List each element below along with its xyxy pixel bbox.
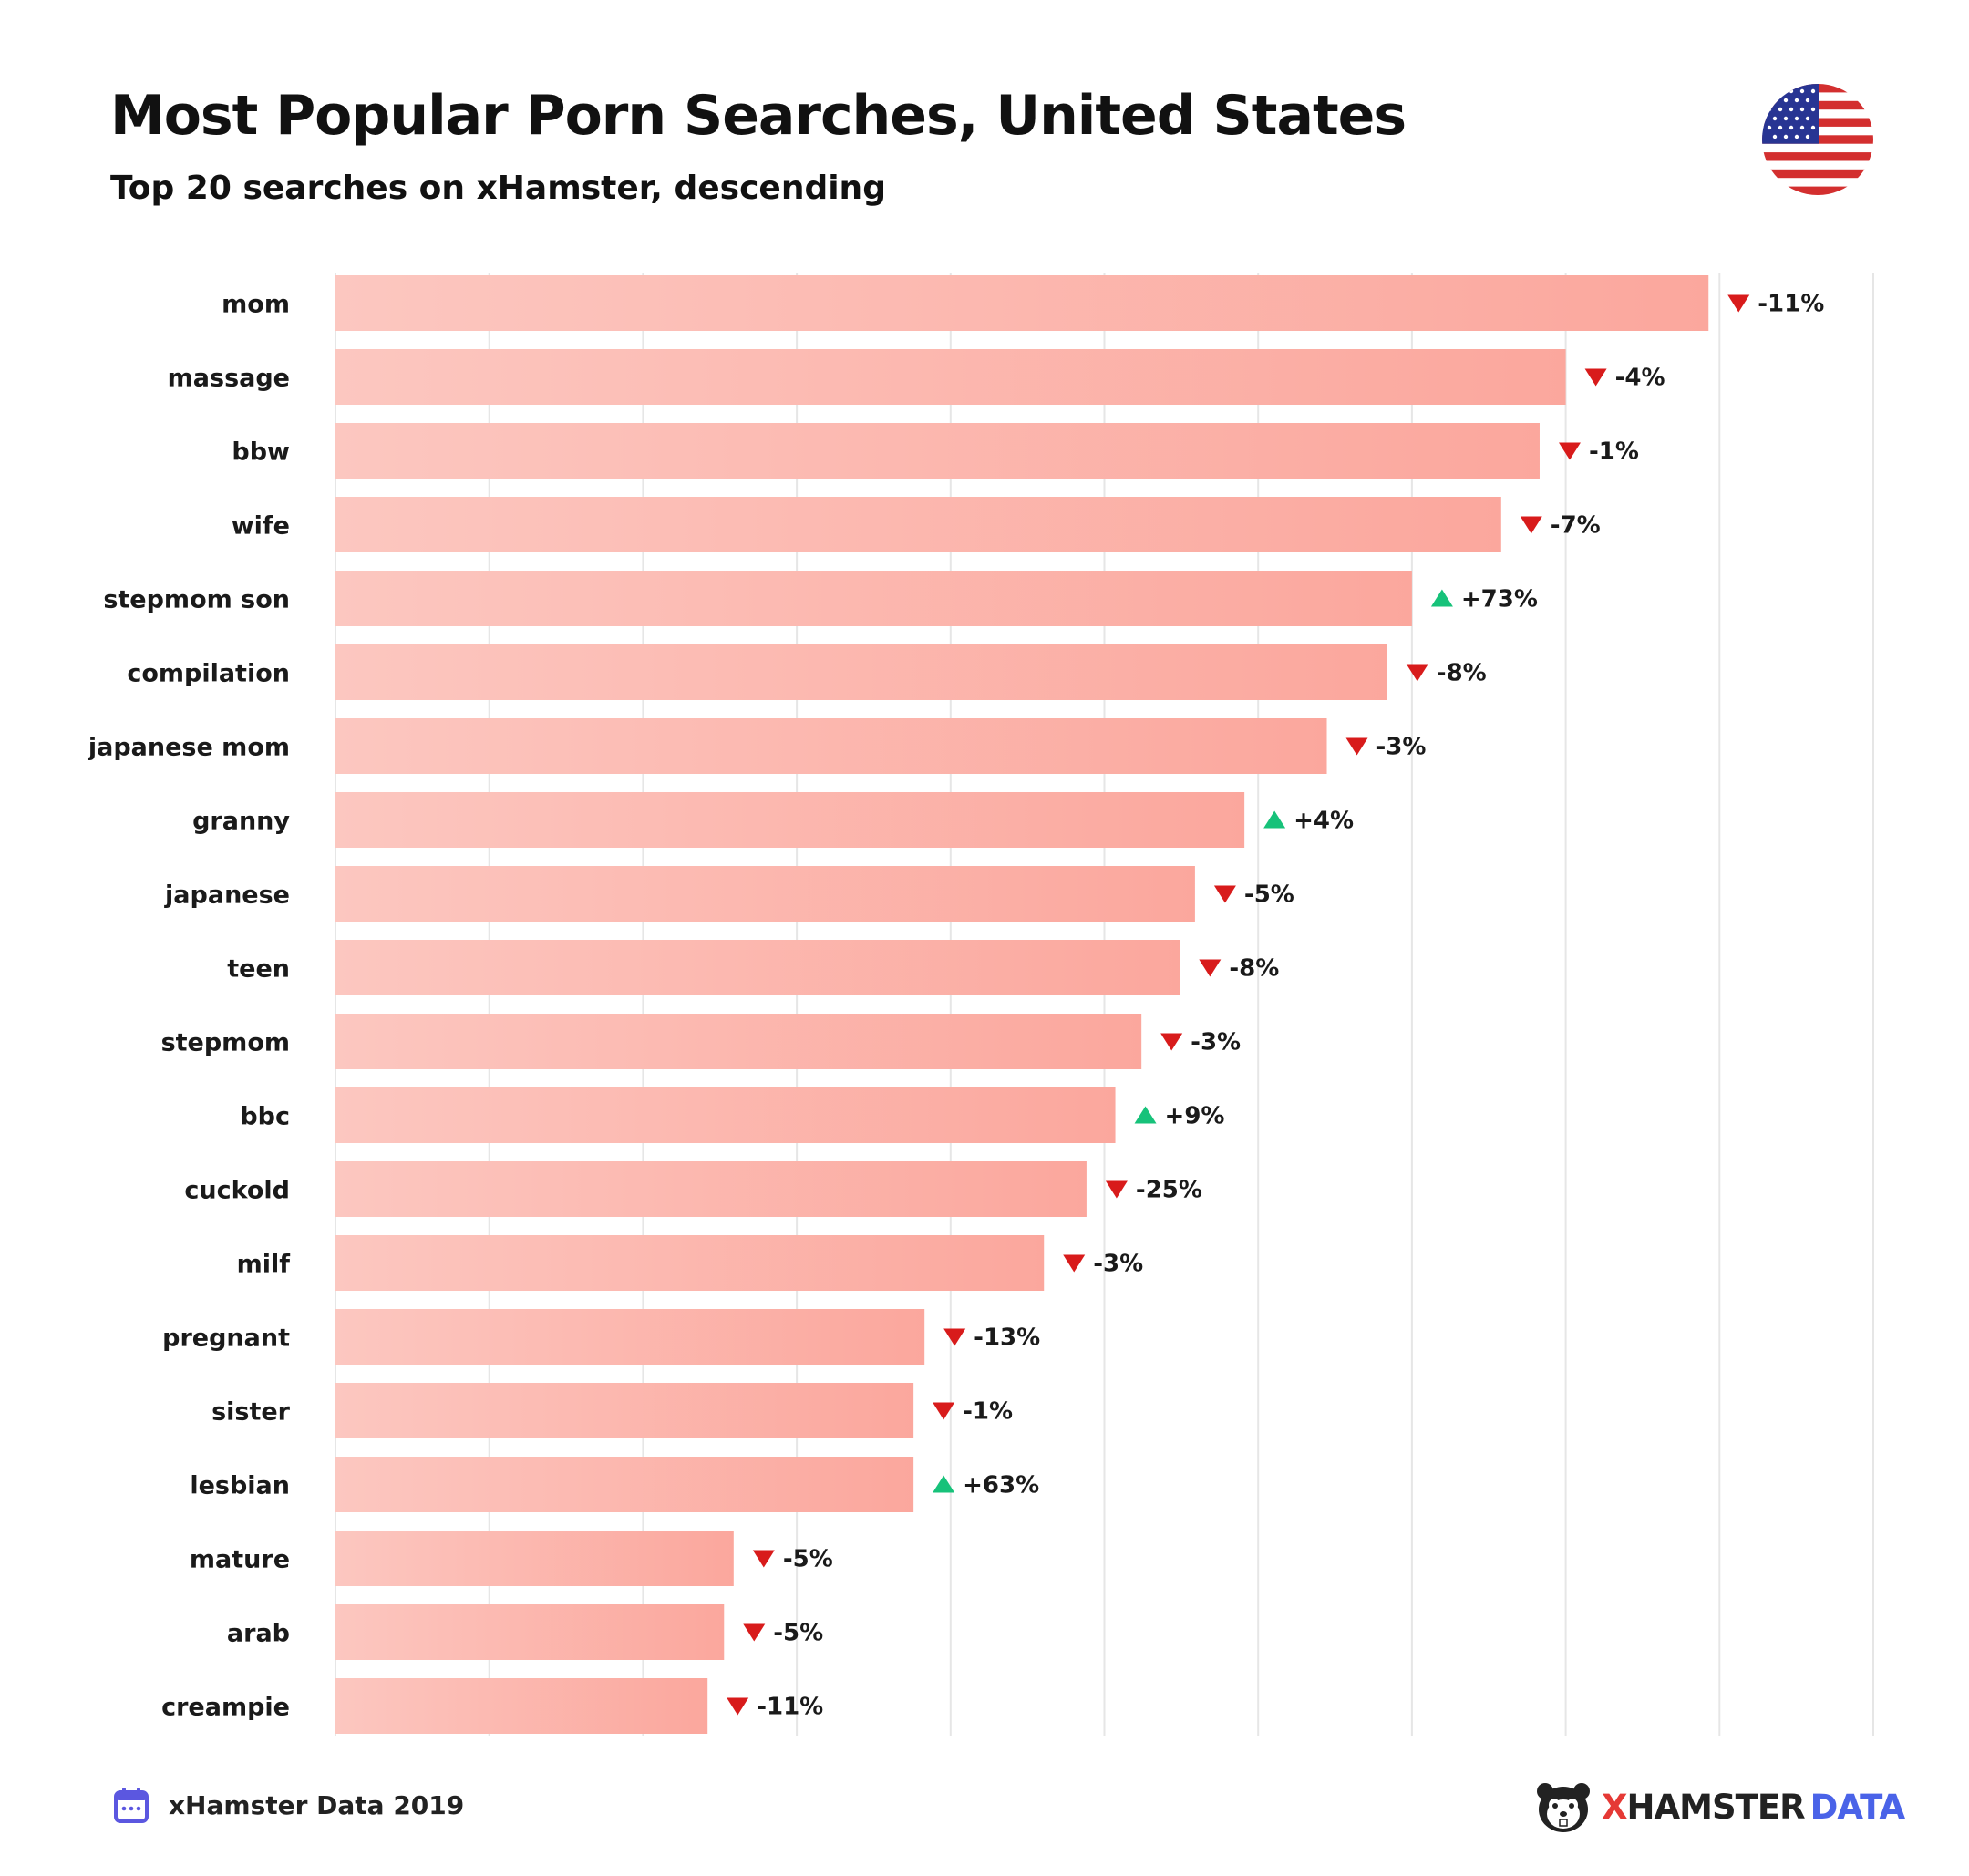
- bar: [335, 1678, 708, 1734]
- change-label: -4%: [1615, 365, 1665, 392]
- hamster-logo-icon: [1537, 1783, 1590, 1832]
- chart-title: Most Popular Porn Searches, United State…: [110, 84, 1407, 148]
- brand-data: DATA: [1809, 1787, 1905, 1827]
- triangle-down-icon: [752, 1550, 775, 1568]
- triangle-down-icon: [1406, 664, 1428, 682]
- bar: [335, 792, 1245, 848]
- change-label: -5%: [783, 1546, 833, 1573]
- category-label: creampie: [161, 1694, 290, 1722]
- triangle-up-icon: [1430, 589, 1453, 607]
- category-label: milf: [237, 1251, 291, 1279]
- change-label: -3%: [1376, 734, 1427, 761]
- change-label: -8%: [1437, 660, 1487, 687]
- bar: [335, 644, 1387, 700]
- bars: [335, 275, 1709, 1734]
- bar: [335, 940, 1180, 995]
- bar: [335, 1457, 914, 1512]
- brand-hamster: HAMSTER: [1626, 1787, 1806, 1827]
- change-indicators: -11% -4% -1% -7% +73% -8% -3% +4% -5% -8% -3% +9% -2…: [727, 291, 1824, 1721]
- bar: [335, 497, 1501, 552]
- triangle-down-icon: [1105, 1180, 1128, 1199]
- triangle-down-icon: [1727, 294, 1750, 313]
- footer-source: xHamster Data 2019: [114, 1787, 464, 1823]
- triangle-down-icon: [1520, 516, 1542, 534]
- category-label: compilation: [127, 660, 290, 688]
- triangle-down-icon: [727, 1697, 749, 1716]
- gridlines: [335, 273, 1874, 1736]
- triangle-down-icon: [1160, 1033, 1183, 1051]
- bar: [335, 423, 1540, 479]
- chart-subtitle: Top 20 searches on xHamster, descending: [110, 170, 886, 207]
- category-label: arab: [227, 1620, 290, 1648]
- bar: [335, 1604, 725, 1660]
- triangle-down-icon: [1063, 1254, 1086, 1273]
- triangle-up-icon: [1263, 810, 1286, 829]
- bar: [335, 349, 1566, 405]
- bar: [335, 718, 1327, 774]
- triangle-down-icon: [933, 1402, 955, 1420]
- bar: [335, 1235, 1045, 1291]
- category-label: mature: [190, 1546, 290, 1574]
- bar: [335, 571, 1412, 626]
- change-label: -5%: [773, 1620, 823, 1647]
- category-label: stepmom: [161, 1029, 290, 1057]
- change-label: +73%: [1461, 586, 1538, 613]
- change-label: -25%: [1136, 1177, 1202, 1204]
- triangle-down-icon: [943, 1328, 966, 1346]
- category-label: japanese mom: [88, 734, 290, 762]
- category-label: sister: [211, 1398, 291, 1427]
- category-label: massage: [168, 365, 290, 393]
- category-label: pregnant: [162, 1325, 290, 1353]
- triangle-down-icon: [1199, 959, 1222, 977]
- bar: [335, 1161, 1087, 1217]
- triangle-down-icon: [1584, 368, 1607, 387]
- category-label: japanese: [164, 881, 290, 910]
- change-label: -11%: [1758, 291, 1824, 318]
- change-label: +9%: [1165, 1103, 1225, 1130]
- change-label: -13%: [974, 1325, 1040, 1352]
- bar: [335, 1383, 914, 1438]
- bar: [335, 1531, 734, 1586]
- bar: [335, 1014, 1142, 1069]
- category-label: stepmom son: [103, 586, 290, 614]
- category-label: granny: [192, 808, 290, 836]
- source-label: xHamster Data 2019: [169, 1789, 465, 1820]
- triangle-up-icon: [933, 1475, 955, 1493]
- category-label: cuckold: [184, 1177, 290, 1205]
- category-label: bbw: [232, 438, 290, 467]
- change-label: -3%: [1191, 1029, 1241, 1057]
- change-label: -1%: [1589, 438, 1639, 466]
- change-label: -8%: [1229, 955, 1279, 983]
- bar-chart: mom massage bbw wife stepmom son compilation j…: [88, 273, 1874, 1736]
- bar: [335, 1087, 1116, 1143]
- change-label: -5%: [1244, 881, 1294, 909]
- bar: [335, 1309, 925, 1365]
- category-label: teen: [227, 955, 290, 984]
- bar: [335, 275, 1709, 331]
- change-label: -11%: [757, 1694, 823, 1721]
- triangle-up-icon: [1134, 1106, 1157, 1124]
- brand-x: X: [1602, 1787, 1628, 1827]
- brand-logo: X HAMSTER DATA: [1534, 1779, 1905, 1834]
- category-labels: mom massage bbw wife stepmom son compilation j…: [88, 291, 291, 1722]
- category-label: mom: [222, 291, 290, 319]
- triangle-down-icon: [743, 1623, 766, 1642]
- change-label: -3%: [1093, 1251, 1143, 1278]
- change-label: -7%: [1551, 512, 1601, 540]
- triangle-down-icon: [1213, 885, 1236, 903]
- change-label: +4%: [1294, 808, 1354, 835]
- category-label: lesbian: [190, 1472, 290, 1500]
- calendar-icon: [114, 1788, 149, 1823]
- us-flag-icon: [1762, 84, 1873, 195]
- change-label: +63%: [963, 1472, 1039, 1500]
- category-label: wife: [232, 512, 290, 541]
- change-label: -1%: [963, 1398, 1013, 1426]
- triangle-down-icon: [1345, 737, 1368, 756]
- bar: [335, 866, 1195, 922]
- triangle-down-icon: [1558, 442, 1581, 460]
- category-label: bbc: [240, 1103, 290, 1131]
